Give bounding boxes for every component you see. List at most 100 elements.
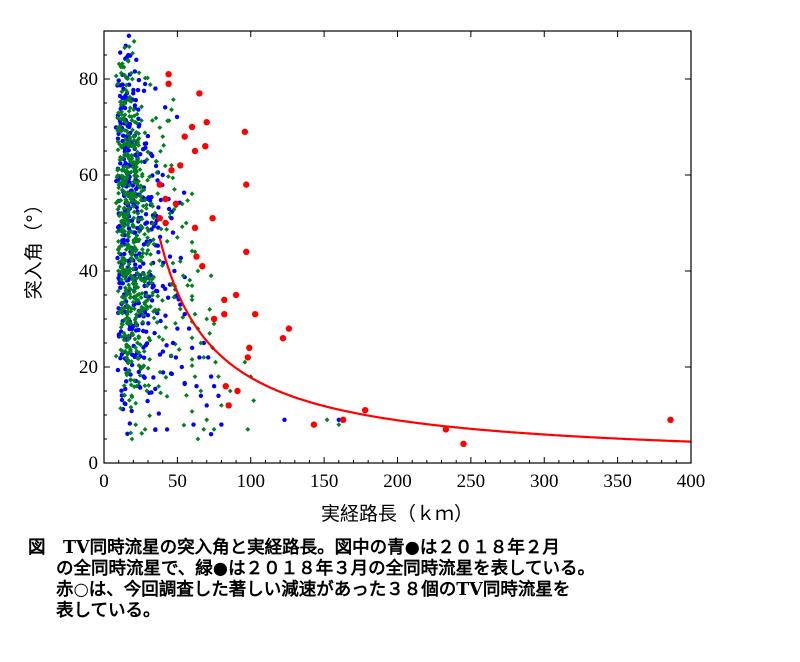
green-point <box>137 167 143 172</box>
blue-point <box>146 195 151 200</box>
green-point <box>148 280 154 286</box>
blue-point <box>143 343 148 348</box>
green-point <box>159 263 165 268</box>
green-point <box>129 153 135 159</box>
green-point <box>126 282 132 288</box>
green-point <box>132 317 138 323</box>
green-point <box>124 315 130 321</box>
blue-point <box>117 272 122 277</box>
green-point <box>147 82 153 88</box>
green-point <box>136 350 142 356</box>
green-point <box>128 382 134 388</box>
blue-point <box>132 69 138 74</box>
caption-line-4: 表している。 <box>56 601 161 621</box>
blue-point <box>194 384 199 389</box>
green-point <box>144 283 150 289</box>
green-point <box>136 178 141 184</box>
green-point <box>189 191 195 197</box>
blue-point <box>204 403 209 408</box>
green-point <box>126 333 132 339</box>
green-point <box>144 251 149 256</box>
red-point <box>210 315 218 323</box>
green-point <box>336 422 342 427</box>
green-point <box>119 265 125 271</box>
green-point <box>132 306 137 312</box>
green-point <box>211 321 217 327</box>
blue-point <box>129 408 134 414</box>
blue-point <box>119 397 125 403</box>
red-point <box>442 426 450 433</box>
blue-point <box>156 250 161 255</box>
green-point <box>136 184 142 190</box>
blue-point <box>145 313 151 318</box>
green-point <box>183 220 189 226</box>
green-point <box>151 241 157 247</box>
green-point <box>147 413 153 419</box>
green-point <box>169 163 174 168</box>
blue-point <box>182 312 187 317</box>
blue-point <box>121 133 126 138</box>
green-point <box>119 187 125 193</box>
blue-point <box>157 352 163 357</box>
green-point <box>154 158 160 164</box>
green-point <box>136 229 142 235</box>
green-point <box>134 159 140 164</box>
green-point <box>121 383 127 389</box>
green-point <box>131 224 137 229</box>
green-point <box>131 137 137 143</box>
green-point <box>126 337 131 342</box>
green-point <box>128 321 133 326</box>
green-point <box>208 273 214 279</box>
green-point <box>122 72 127 78</box>
green-point <box>140 250 146 256</box>
blue-point <box>186 326 192 331</box>
green-point <box>142 277 148 283</box>
green-point <box>121 392 127 398</box>
green-point <box>119 89 125 94</box>
green-point <box>189 297 195 303</box>
green-point <box>123 276 129 282</box>
green-point <box>135 139 141 145</box>
blue-point <box>142 159 147 164</box>
blue-point <box>127 180 132 185</box>
blue-point <box>156 411 161 416</box>
green-point <box>116 310 122 316</box>
green-point <box>137 308 143 314</box>
blue-point <box>122 149 128 154</box>
green-point <box>128 229 134 235</box>
blue-point <box>155 178 160 183</box>
blue-point <box>160 283 166 289</box>
blue-point <box>145 133 151 139</box>
green-point <box>119 128 124 134</box>
green-point <box>129 198 135 204</box>
green-point <box>122 99 128 104</box>
red-point <box>202 143 209 150</box>
figure-caption: 図 TV同時流星の突入角と実経路長。図中の青●は２０１８年２月 の全同時流星で、… <box>28 538 788 622</box>
x-tick-label: 400 <box>677 471 706 492</box>
red-point <box>162 195 169 203</box>
blue-point <box>142 81 148 87</box>
green-point <box>168 353 174 359</box>
green-point <box>195 268 201 274</box>
blue-point <box>158 197 164 203</box>
green-point <box>245 427 251 432</box>
blue-point <box>134 186 139 192</box>
green-point <box>127 269 133 275</box>
green-point <box>139 431 145 436</box>
green-point <box>142 427 148 432</box>
blue-point <box>120 82 125 87</box>
green-point <box>179 201 185 207</box>
red-point <box>243 181 250 188</box>
blue-point <box>122 233 127 238</box>
blue-point <box>208 374 214 379</box>
green-point <box>115 173 121 178</box>
red-point <box>310 421 318 428</box>
green-point <box>113 200 119 206</box>
red-point <box>156 181 163 188</box>
y-axis-label: 突入角（°） <box>23 195 45 300</box>
green-point <box>147 174 153 180</box>
blue-point <box>117 93 123 99</box>
blue-point <box>131 91 136 96</box>
x-tick-label: 0 <box>99 471 109 492</box>
green-point <box>127 245 133 251</box>
